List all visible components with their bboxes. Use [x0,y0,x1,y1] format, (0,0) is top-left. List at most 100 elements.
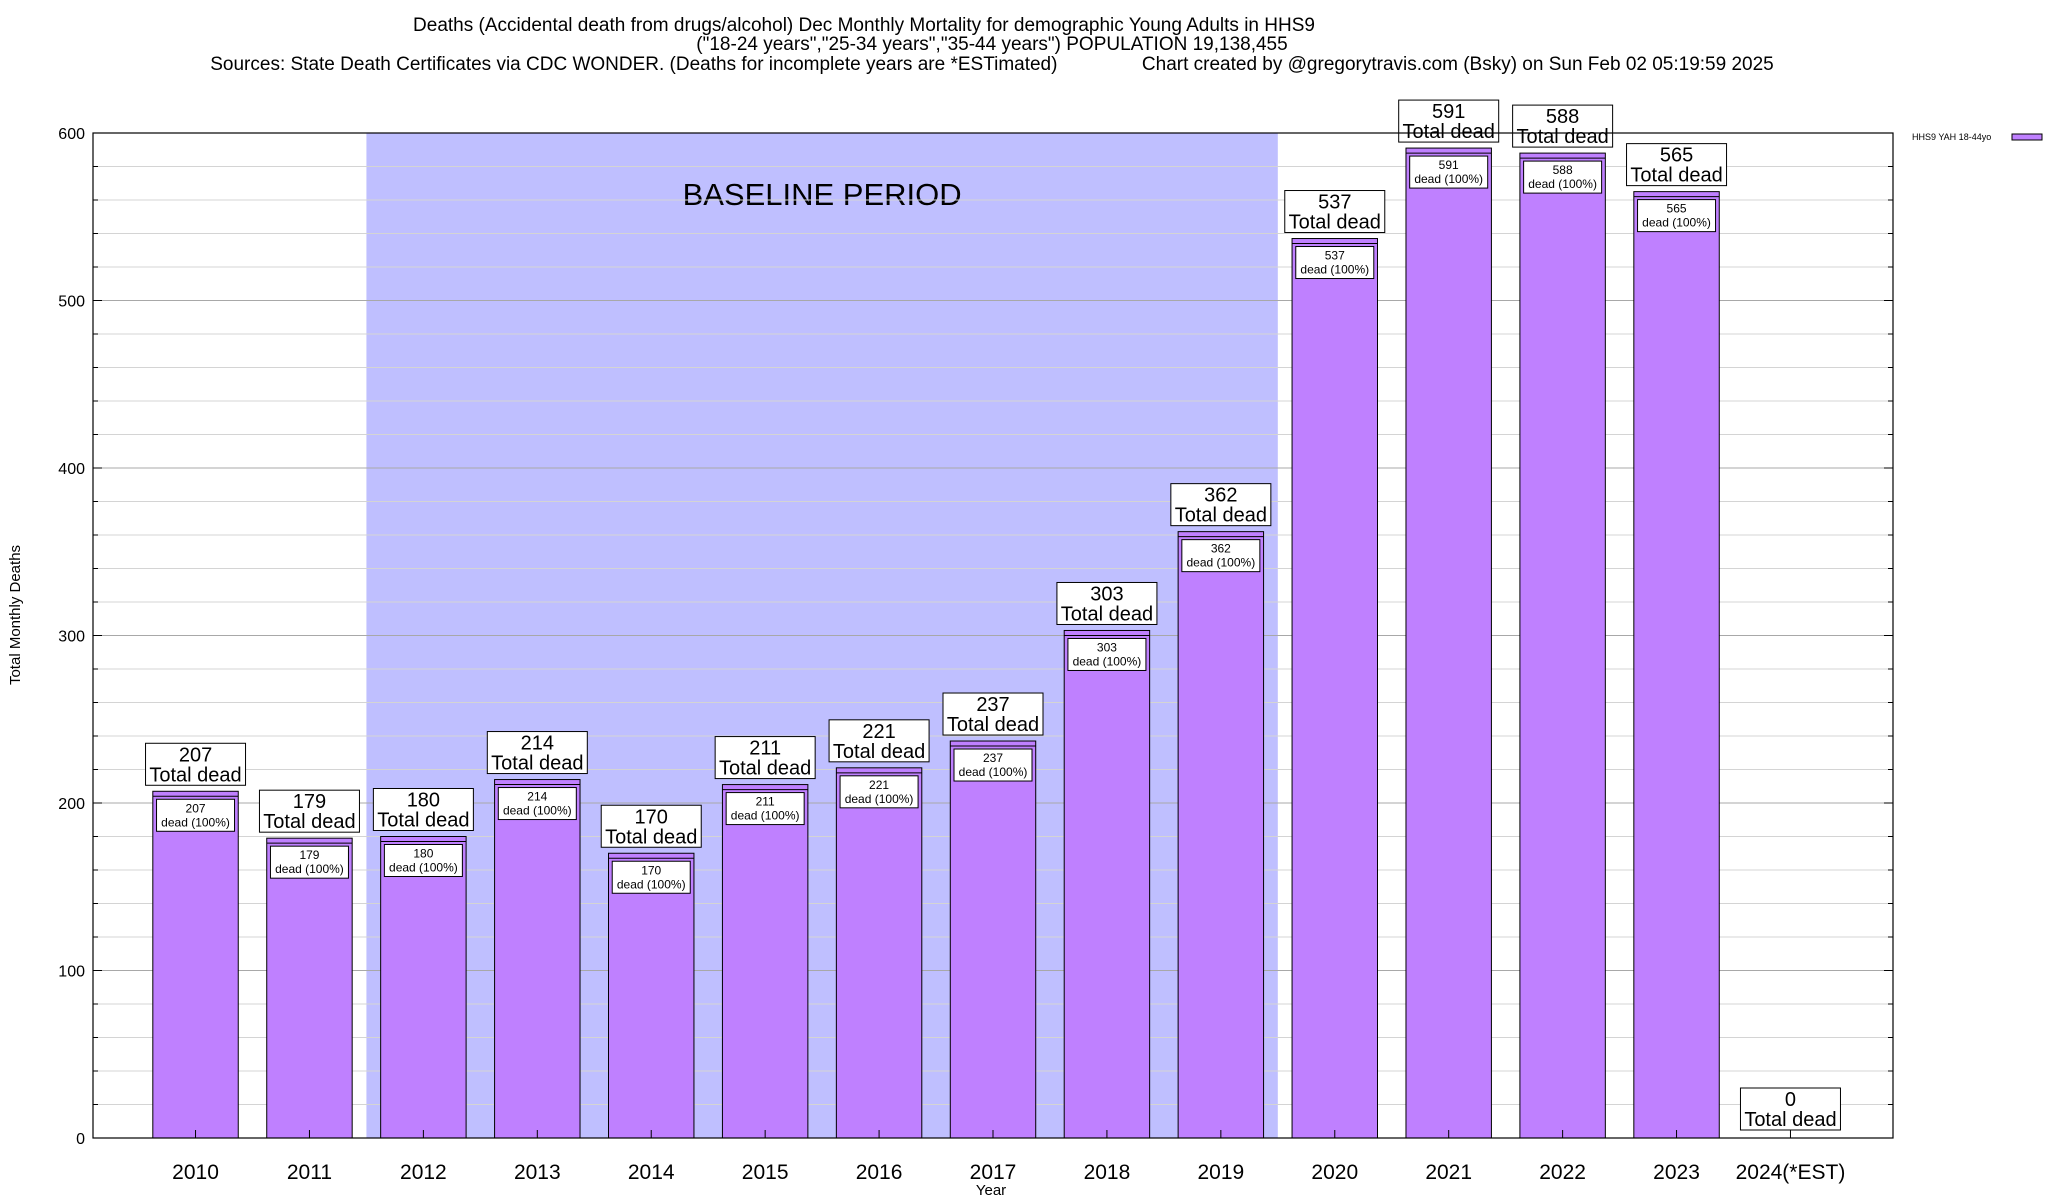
x-tick-label: 2017 [970,1161,1017,1184]
x-tick-label: 2012 [400,1161,447,1184]
total-value-label: 303 [1090,583,1123,605]
total-dead-label: Total dead [605,826,697,848]
total-value-label: 362 [1204,485,1237,507]
x-tick-label: 2014 [628,1161,675,1184]
inner-value-label: 565 [1667,202,1687,216]
bar [1177,531,1265,1139]
total-label-box [258,789,360,833]
bar [266,837,353,1139]
total-dead-label: Total dead [1630,165,1722,187]
inner-label-box [1409,155,1489,189]
total-value-label: 179 [293,791,326,813]
inner-label-box [156,798,236,832]
total-label-box [1398,99,1500,143]
total-dead-label: Total dead [719,758,811,780]
total-label-box [372,788,474,831]
inner-label-box [269,845,349,879]
y-tick-label: 0 [76,1131,85,1148]
inner-label-box [1181,539,1261,573]
chart-title-line-3: Sources: State Death Certificates via CD… [210,54,1774,75]
inner-value-label: 537 [1325,249,1345,263]
x-tick-label: 2018 [1084,1161,1131,1184]
y-tick-label: 400 [58,461,85,478]
x-tick-label: 2011 [287,1161,332,1184]
inner-percent-label: dead (100%) [845,792,914,806]
x-tick-label: 2021 [1425,1161,1472,1184]
total-dead-label: Total dead [1289,212,1381,234]
inner-value-label: 588 [1553,163,1573,177]
inner-value-label: 362 [1211,542,1231,556]
total-label-box [1170,483,1272,527]
inner-percent-label: dead (100%) [161,815,230,829]
inner-value-label: 214 [527,790,547,804]
x-tick-label: 2013 [514,1161,561,1184]
bar [1405,147,1492,1139]
inner-label-box [839,775,919,809]
inner-label-box [725,792,805,826]
x-tick-label: 2015 [742,1161,789,1184]
inner-label-box [1295,246,1375,280]
inner-value-label: 591 [1439,158,1459,172]
inner-value-label: 221 [869,778,889,792]
total-label-box [942,692,1044,736]
inner-value-label: 211 [756,795,775,809]
inner-percent-label: dead (100%) [959,765,1028,779]
total-value-label: 588 [1546,106,1579,128]
total-label-box [1626,143,1728,187]
total-label-box [1512,104,1614,148]
total-label-box [600,804,702,848]
chart-title-line-2: ("18-24 years","25-34 years","35-44 year… [696,34,1287,55]
bar [494,779,581,1139]
inner-value-label: 170 [641,863,661,877]
inner-percent-label: dead (100%) [1186,556,1255,570]
inner-label-box [1523,160,1603,194]
total-value-label: 180 [407,790,440,812]
total-label-box [1056,581,1158,625]
y-tick-label: 600 [58,126,85,143]
total-label-box [714,736,816,780]
inner-percent-label: dead (100%) [1414,172,1483,186]
total-dead-label: Total dead [833,741,925,763]
bar [1519,152,1606,1139]
inner-label-box [497,787,577,821]
bar [608,852,695,1139]
inner-value-label: 237 [983,751,1003,765]
inner-percent-label: dead (100%) [503,804,572,818]
inner-percent-label: dead (100%) [731,809,800,823]
x-tick-label: 2024(*EST) [1736,1161,1846,1184]
inner-value-label: 180 [413,847,433,861]
chart-title: Deaths (Accidental death from drugs/alco… [210,15,1774,75]
y-tick-label: 300 [58,629,85,646]
total-dead-label: Total dead [1061,603,1153,625]
inner-percent-label: dead (100%) [617,877,686,891]
x-tick-label: 2022 [1539,1161,1586,1184]
x-tick-label: 2019 [1197,1161,1244,1184]
inner-percent-label: dead (100%) [275,862,344,876]
plot-area: BASELINE PERIOD0100200300400500600207dea… [58,99,1894,1184]
total-dead-label: Total dead [263,811,355,833]
y-tick-label: 100 [58,964,85,981]
x-axis-label: Year [976,1182,1006,1199]
total-dead-label: Total dead [1403,121,1495,143]
total-value-label: 0 [1785,1089,1796,1111]
total-value-label: 237 [976,694,1009,716]
y-tick-label: 500 [58,294,85,311]
inner-percent-label: dead (100%) [1528,177,1597,191]
inner-value-label: 207 [186,801,206,815]
chart-title-line-1: Deaths (Accidental death from drugs/alco… [413,15,1315,36]
plot-border [92,132,1894,1139]
total-label-box [828,719,930,763]
total-dead-label: Total dead [1516,126,1608,148]
bar [152,790,239,1139]
inner-percent-label: dead (100%) [1300,263,1369,277]
y-tick-label: 200 [58,796,85,813]
total-dead-label: Total dead [947,714,1039,736]
total-value-label: 170 [635,806,668,828]
total-dead-label: Total dead [491,753,583,775]
total-value-label: 207 [179,744,212,766]
total-label-box [145,742,247,786]
inner-percent-label: dead (100%) [389,861,458,875]
inner-label-box [611,860,691,894]
bar [835,767,923,1139]
